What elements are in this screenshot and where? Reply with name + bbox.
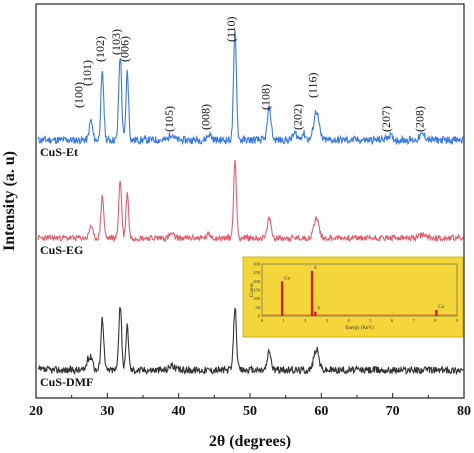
inset-y-tick-label: 250 bbox=[253, 270, 261, 275]
y-axis-label: Intensity (a. u) bbox=[1, 151, 18, 251]
series-label: CuS-Et bbox=[40, 145, 78, 159]
inset-peak-label: S bbox=[314, 266, 317, 271]
inset-y-label: Counts bbox=[250, 283, 255, 297]
series-label: CuS-EG bbox=[40, 243, 83, 257]
peak-annotation: (110) bbox=[224, 16, 238, 42]
inset-y-tick-label: 300 bbox=[253, 262, 261, 267]
series-labels: CuS-Et CuS-EG CuS-DMF bbox=[40, 145, 93, 389]
inset-peak-label: Cu bbox=[284, 276, 290, 281]
inset-y-tick-label: 150 bbox=[253, 288, 261, 293]
x-tick-label: 60 bbox=[314, 404, 328, 419]
inset-x-tick-label: 9 bbox=[456, 318, 459, 323]
inset-x-label: Energy (KeV) bbox=[345, 326, 374, 331]
x-tick-label: 40 bbox=[172, 404, 186, 419]
inset-x-tick-label: 7 bbox=[413, 318, 416, 323]
inset-peak-bar bbox=[435, 309, 438, 316]
x-tick-label: 80 bbox=[457, 404, 471, 419]
inset-x-tick-label: 1 bbox=[283, 318, 285, 323]
peak-annotation: (006) bbox=[118, 36, 132, 62]
inset-x-tick-label: 0 bbox=[261, 318, 264, 323]
inset-peak-bar bbox=[310, 270, 314, 316]
eds-inset: 0 50 100 150 200 250 300 0 1 2 3 4 5 6 7 8 9 Energy (KeV)… bbox=[242, 256, 464, 338]
x-axis-label: 2θ (degrees) bbox=[209, 433, 291, 450]
peak-annotation: (207) bbox=[379, 106, 393, 132]
inset-y-tick-label: 50 bbox=[256, 305, 261, 310]
inset-peak-label: Cu bbox=[438, 305, 444, 310]
inset-y-tick-label: 100 bbox=[253, 296, 261, 301]
peak-annotation: (105) bbox=[162, 106, 176, 132]
series-layer bbox=[37, 30, 464, 376]
series-line-cus-eg bbox=[37, 160, 464, 243]
x-tick-label: 20 bbox=[29, 404, 43, 419]
inset-peak-label: S bbox=[317, 307, 320, 312]
peak-annotation: (101) bbox=[80, 60, 94, 86]
x-axis-ticks: 20 30 40 50 60 70 80 bbox=[29, 393, 471, 419]
peak-annotation: (116) bbox=[305, 72, 319, 98]
x-tick-label: 30 bbox=[100, 404, 114, 419]
series-label: CuS-DMF bbox=[40, 375, 93, 389]
peak-annotation: (208) bbox=[412, 106, 426, 132]
peak-annotation: (103) bbox=[109, 29, 123, 55]
inset-y-tick-label: 200 bbox=[253, 279, 261, 284]
x-tick-label: 50 bbox=[243, 404, 257, 419]
series-line-cus-et bbox=[37, 30, 464, 146]
inset-y-tick-label: 0 bbox=[258, 314, 261, 319]
peak-annotation: (108) bbox=[258, 84, 272, 110]
inset-x-tick-label: 2 bbox=[304, 318, 306, 323]
peak-annotation: (100) bbox=[71, 82, 85, 108]
inset-x-tick-label: 6 bbox=[391, 318, 394, 323]
inset-x-tick-label: 4 bbox=[348, 318, 351, 323]
inset-x-tick-label: 3 bbox=[326, 318, 329, 323]
inset-peak-bar bbox=[314, 311, 317, 316]
inset-frame bbox=[261, 263, 458, 317]
peak-annotations: (100)(101)(102) (103)(006) (105) (008) (110)… bbox=[71, 16, 426, 132]
inset-background bbox=[242, 256, 464, 338]
peak-annotation: (008) bbox=[198, 104, 212, 130]
plot-frame bbox=[35, 3, 465, 399]
peak-annotation: (202) bbox=[290, 104, 304, 130]
inset-x-tick-label: 5 bbox=[369, 318, 372, 323]
x-tick-label: 70 bbox=[386, 404, 400, 419]
inset-peak-bar bbox=[280, 281, 284, 316]
series-line-cus-dmf bbox=[37, 307, 464, 376]
peak-annotation: (102) bbox=[93, 36, 107, 62]
inset-x-tick-label: 8 bbox=[434, 318, 437, 323]
